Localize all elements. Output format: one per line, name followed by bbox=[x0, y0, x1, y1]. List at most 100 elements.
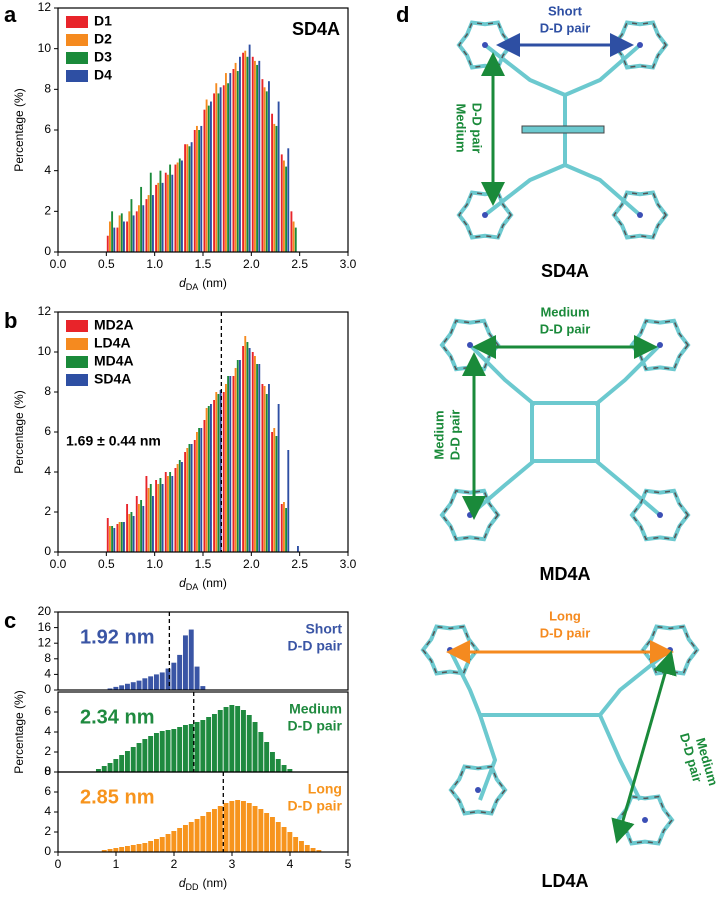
bar bbox=[116, 524, 119, 552]
bar bbox=[200, 686, 206, 690]
bar bbox=[256, 64, 259, 252]
bar bbox=[137, 504, 140, 552]
bar bbox=[130, 845, 136, 852]
y-tick-label: 4 bbox=[44, 464, 51, 478]
bar bbox=[147, 195, 150, 252]
bar bbox=[188, 146, 191, 252]
bar bbox=[217, 806, 223, 852]
bar bbox=[152, 496, 154, 552]
bar bbox=[136, 844, 142, 852]
bar bbox=[171, 831, 177, 852]
bar bbox=[165, 730, 171, 772]
y-tick-label: 0 bbox=[44, 844, 51, 858]
bar bbox=[164, 472, 167, 552]
bar bbox=[215, 392, 218, 552]
bar bbox=[263, 87, 266, 252]
bar bbox=[95, 769, 101, 772]
bar bbox=[213, 400, 216, 552]
porphyrin bbox=[422, 625, 478, 675]
bar bbox=[157, 182, 160, 252]
bar bbox=[194, 666, 200, 690]
bar bbox=[188, 629, 194, 690]
x-label-sub: DD bbox=[186, 882, 199, 892]
bar bbox=[119, 685, 125, 690]
bar bbox=[273, 428, 276, 552]
atom bbox=[475, 787, 481, 793]
bar bbox=[152, 195, 154, 252]
y-tick-label: 4 bbox=[44, 724, 51, 738]
bar bbox=[205, 408, 208, 552]
bar bbox=[256, 364, 259, 552]
y-tick-label: 12 bbox=[38, 0, 52, 14]
bar bbox=[198, 428, 201, 552]
bar bbox=[275, 822, 281, 852]
bar bbox=[207, 406, 210, 552]
y-tick-label: 8 bbox=[44, 651, 51, 665]
bar bbox=[157, 484, 160, 552]
bar bbox=[275, 125, 278, 252]
bar bbox=[132, 215, 135, 252]
bar bbox=[235, 706, 241, 772]
pair-label: D-D pair bbox=[288, 718, 343, 734]
structure-name: SD4A bbox=[541, 261, 589, 281]
bar bbox=[195, 125, 198, 252]
bar bbox=[297, 546, 299, 552]
bar bbox=[111, 526, 114, 552]
annotation: 2.34 nm bbox=[80, 706, 154, 728]
x-tick-label: 2.0 bbox=[243, 557, 260, 571]
bar bbox=[142, 205, 145, 252]
legend-swatch bbox=[66, 356, 88, 368]
bar bbox=[258, 364, 261, 552]
x-tick-label: 0.5 bbox=[98, 557, 115, 571]
bar bbox=[135, 496, 138, 552]
bar bbox=[149, 172, 152, 252]
bar bbox=[153, 839, 159, 852]
bar bbox=[211, 809, 217, 852]
bar bbox=[239, 56, 241, 252]
bar bbox=[120, 522, 123, 552]
bar bbox=[219, 87, 222, 252]
bar bbox=[248, 44, 251, 252]
bar bbox=[211, 714, 217, 772]
bar bbox=[206, 717, 212, 772]
bar bbox=[242, 346, 245, 552]
x-label-var: d bbox=[179, 576, 186, 590]
bar bbox=[116, 227, 119, 252]
bar bbox=[132, 516, 135, 552]
bar bbox=[293, 837, 299, 852]
x-label-sub: DA bbox=[186, 282, 199, 292]
x-tick-label: 0.5 bbox=[98, 257, 115, 271]
linker bbox=[521, 125, 605, 134]
bar bbox=[200, 428, 203, 552]
bar bbox=[280, 154, 283, 252]
legend-label: MD2A bbox=[94, 317, 134, 333]
bar bbox=[213, 93, 216, 253]
bar bbox=[234, 62, 237, 253]
legend-swatch bbox=[66, 338, 88, 350]
bar bbox=[244, 336, 247, 552]
bar bbox=[171, 174, 174, 252]
bar bbox=[244, 50, 247, 253]
bar bbox=[280, 504, 283, 552]
x-axis-label: dDD (nm) bbox=[179, 876, 227, 892]
bar bbox=[236, 360, 239, 552]
x-tick-label: 0.0 bbox=[50, 257, 67, 271]
bar bbox=[142, 739, 148, 772]
bar bbox=[148, 736, 154, 772]
bar bbox=[113, 686, 119, 690]
linker bbox=[483, 43, 642, 97]
linker bbox=[483, 163, 642, 217]
y-tick-label: 2 bbox=[44, 744, 51, 758]
bar bbox=[171, 729, 177, 772]
bar bbox=[265, 91, 268, 252]
pair-label: Medium bbox=[540, 304, 589, 319]
bar bbox=[174, 164, 177, 252]
y-tick-label: 0 bbox=[44, 544, 51, 558]
structure-name: MD4A bbox=[539, 564, 590, 584]
panel-label: b bbox=[4, 308, 17, 333]
bar bbox=[171, 662, 177, 690]
x-tick-label: 1.5 bbox=[195, 557, 212, 571]
x-label-unit: (nm) bbox=[202, 576, 227, 590]
bar bbox=[282, 160, 285, 252]
